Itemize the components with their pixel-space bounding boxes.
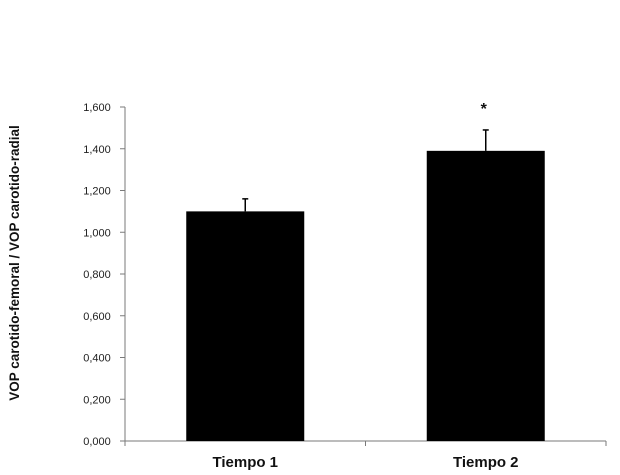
significance-marker: *	[481, 101, 488, 118]
y-axis: 0,000 0,200 0,400 0,600 0,800 1,000 1,200 1,400…	[83, 102, 126, 448]
x-category-label: Tiempo 2	[453, 454, 519, 471]
bars: *	[186, 101, 545, 441]
y-tick-label: 0,800	[83, 269, 111, 281]
y-tick-label: 1,400	[83, 144, 111, 156]
x-axis	[124, 440, 607, 446]
category-labels: Tiempo 1 Tiempo 2	[212, 454, 518, 471]
y-tick-label: 1,000	[83, 227, 111, 239]
bar	[426, 150, 545, 441]
x-category-label: Tiempo 1	[212, 454, 278, 471]
y-tick-label: 0,200	[83, 394, 111, 406]
y-tick-label: 1,600	[83, 102, 111, 114]
y-tick-label: 0,600	[83, 311, 111, 323]
y-tick-label: 0,000	[83, 436, 111, 448]
bar	[186, 211, 305, 441]
y-axis-title: VOP carotido-femoral / VOP carotido-radi…	[7, 125, 22, 401]
y-tick-label: 0,400	[83, 353, 111, 365]
y-tick-label: 1,200	[83, 186, 111, 198]
